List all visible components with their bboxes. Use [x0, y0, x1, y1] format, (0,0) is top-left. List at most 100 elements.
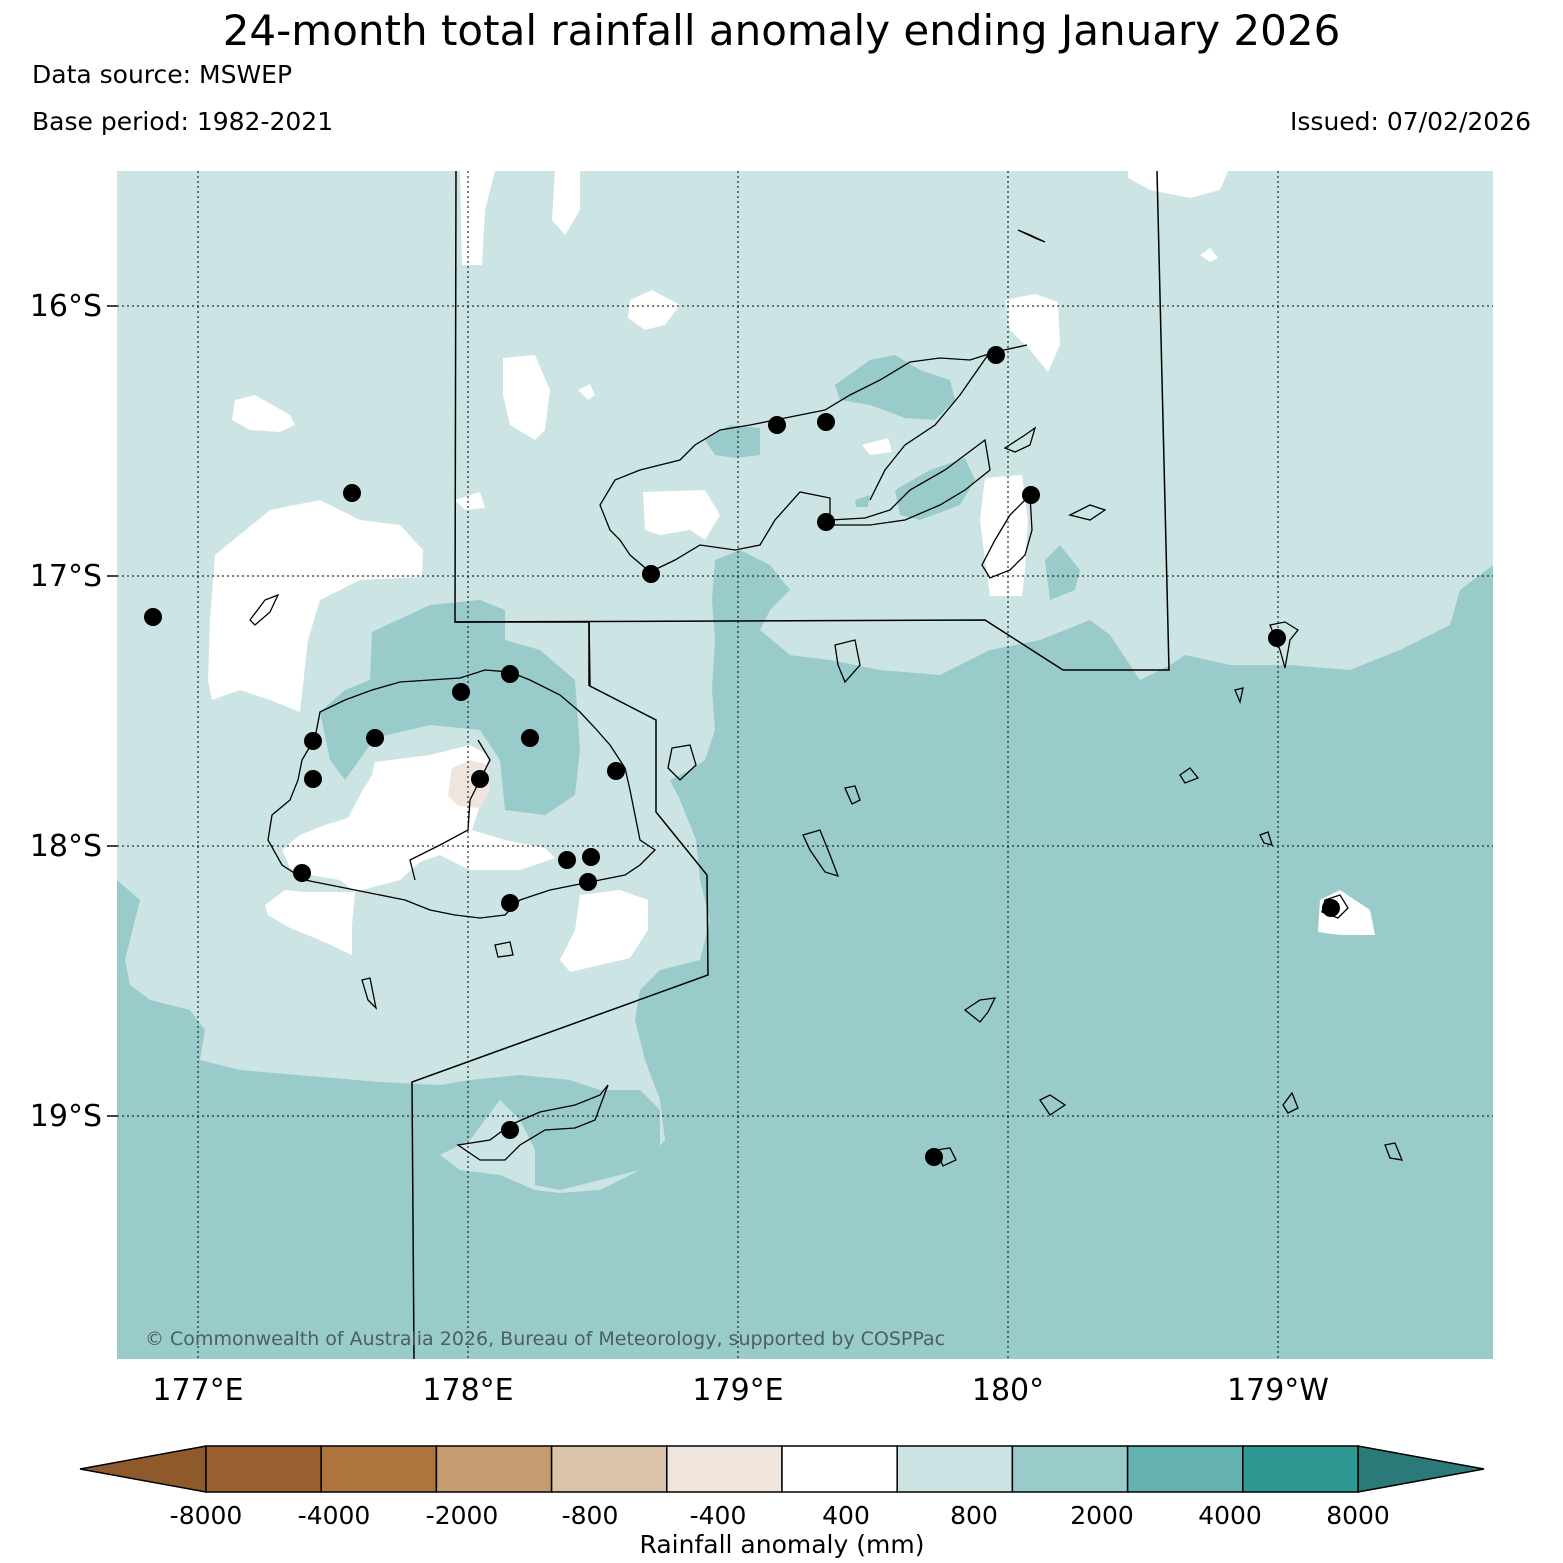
colorbar-tick-label: 2000	[1070, 1501, 1134, 1530]
white-region-small-4	[1200, 248, 1218, 262]
lon-label-177e: 177°E	[152, 1373, 243, 1408]
white-region-taveuni	[980, 475, 1028, 596]
coast-island-12	[361, 977, 378, 1010]
colorbar-bin	[205, 1445, 322, 1493]
colorbar: -8000 -4000 -2000 -800 -400 400 800 2000 4000 800…	[79, 1445, 1485, 1559]
white-region-west	[208, 500, 423, 712]
lat-label-19s: 19°S	[30, 1099, 102, 1134]
station-marker	[452, 683, 470, 701]
coast-island-9	[1282, 1091, 1299, 1114]
coast-island-2	[667, 744, 697, 781]
lon-label-180: 180°	[972, 1373, 1044, 1408]
lon-label-179w: 179°W	[1227, 1373, 1329, 1408]
station-marker	[501, 1121, 519, 1139]
colorbar-under-triangle	[79, 1445, 207, 1493]
colorbar-bin	[435, 1445, 553, 1493]
station-markers	[144, 346, 1340, 1166]
colorbar-tick-label: -8000	[170, 1501, 243, 1530]
colorbar-bin	[320, 1445, 438, 1493]
division-boundaries	[411, 171, 1170, 1359]
coast-island-8	[1179, 767, 1200, 784]
station-marker	[768, 416, 786, 434]
coast-island-16	[1384, 1142, 1404, 1161]
station-marker	[343, 484, 361, 502]
anomaly-region-800-2000-small	[855, 495, 870, 507]
station-marker	[582, 848, 600, 866]
station-marker	[144, 608, 162, 626]
anomaly-region-800-2000-vanualevu-east	[895, 458, 975, 520]
coast-island-1	[834, 639, 861, 684]
colorbar-tick-label: -800	[562, 1501, 619, 1530]
white-region-southeast	[560, 890, 648, 972]
coast-island-4	[963, 997, 997, 1023]
station-marker	[607, 762, 625, 780]
colorbar-over-triangle	[1357, 1445, 1485, 1493]
colorbar-bin	[1011, 1445, 1129, 1493]
station-marker	[579, 873, 597, 891]
white-region-vitilevu-interior	[282, 745, 555, 892]
station-marker	[817, 513, 835, 531]
colorbar-tick-label: 8000	[1326, 1501, 1390, 1530]
station-marker	[304, 770, 322, 788]
colorbar-bin	[1126, 1445, 1244, 1493]
white-region-north-center	[503, 355, 550, 440]
coast-island-18	[494, 941, 514, 958]
axis-ticks	[107, 305, 117, 1117]
station-marker	[1322, 899, 1340, 917]
colorbar-tick-label: 800	[950, 1501, 998, 1530]
station-marker	[501, 665, 519, 683]
coast-vanua-levu	[599, 344, 1028, 573]
chart-title: 24-month total rainfall anomaly ending J…	[222, 6, 1341, 55]
white-region-small-2	[578, 384, 595, 400]
station-marker	[1268, 629, 1286, 647]
white-region-small-3	[455, 492, 485, 510]
colorbar-bin	[896, 1445, 1014, 1493]
colorbar-tick-label: -4000	[298, 1501, 371, 1530]
white-region-northwest	[232, 395, 295, 432]
coast-island-20	[1234, 687, 1244, 705]
station-marker	[987, 346, 1005, 364]
colorbar-title: Rainfall anomaly (mm)	[640, 1530, 925, 1559]
station-marker	[304, 732, 322, 750]
colorbar-bin	[666, 1445, 783, 1493]
coast-island-5	[1039, 1094, 1067, 1116]
white-region-north-edge-2	[460, 171, 495, 265]
station-marker	[293, 864, 311, 882]
colorbar-tick-label: 400	[822, 1501, 870, 1530]
lon-label-178e: 178°E	[422, 1373, 513, 1408]
coast-vitilevu-inner	[409, 739, 491, 881]
anomaly-region-800-2000-vanualevu-north	[835, 355, 955, 420]
base-period: Base period: 1982-2021	[32, 107, 334, 136]
coast-island-17	[249, 593, 280, 626]
coast-island-14	[1003, 426, 1037, 453]
lat-label-18s: 18°S	[30, 829, 102, 864]
lat-label-17s: 17°S	[30, 559, 102, 594]
station-marker	[501, 894, 519, 912]
lat-label-16s: 16°S	[30, 289, 102, 324]
colorbar-bin	[781, 1445, 898, 1493]
white-region-north-small	[628, 290, 680, 330]
station-marker	[925, 1148, 943, 1166]
anomaly-regions-near-normal	[208, 171, 1375, 972]
coast-vanua-levu-east	[869, 351, 991, 501]
coast-island-11	[844, 785, 861, 805]
white-region-northeast	[1005, 294, 1060, 372]
station-marker	[558, 851, 576, 869]
white-region-vanualevu-center	[643, 490, 720, 540]
anomaly-region-800-2000-south	[117, 550, 1493, 1359]
white-region-southwest-1	[265, 890, 355, 955]
colorbar-tick-label: -2000	[426, 1501, 499, 1530]
station-marker	[817, 413, 835, 431]
colorbar-tick-label: -400	[690, 1501, 747, 1530]
white-region-northeast-edge	[1128, 171, 1228, 198]
coast-island-13	[1017, 229, 1046, 243]
station-marker	[642, 565, 660, 583]
data-source: Data source: MSWEP	[32, 60, 293, 89]
station-marker	[366, 729, 384, 747]
coast-island-19	[1259, 831, 1273, 846]
graticule	[117, 171, 1493, 1359]
white-region-north-edge-1	[552, 171, 580, 235]
anomaly-region-800-2000-vanualevu-mid	[705, 425, 760, 458]
colorbar-tick-labels: -8000 -4000 -2000 -800 -400 400 800 2000 4000 800…	[170, 1501, 1390, 1530]
